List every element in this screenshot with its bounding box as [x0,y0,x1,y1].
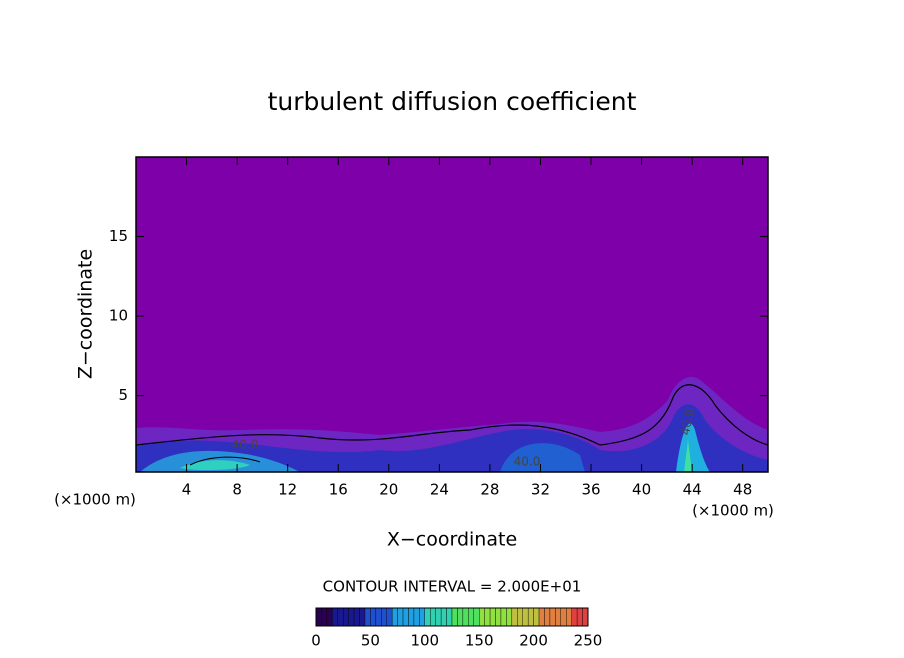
colorbar-cell [408,607,415,627]
colorbar-cell [495,607,502,627]
colorbar-cell [440,607,447,627]
x-tick-label: 4 [182,481,192,499]
colorbar-cell [386,607,393,627]
colorbar-title: CONTOUR INTERVAL = 2.000E+01 [323,578,582,596]
colorbar-cell [451,607,458,627]
colorbar-cell [348,607,355,627]
x-tick-label: 8 [232,481,242,499]
x-tick-label: 36 [581,481,600,499]
colorbar-cell [473,607,480,627]
colorbar-cell [522,607,529,627]
colorbar-cell [359,607,366,627]
x-tick-label: 32 [531,481,550,499]
contour-label: 40.0 [232,438,259,452]
colorbar-cell [424,607,431,627]
x-axis-title: X−coordinate [387,529,517,551]
colorbar-cell [321,607,328,627]
x-tick-label: 28 [480,481,499,499]
colorbar-cell [549,607,556,627]
colorbar-cell [375,607,382,627]
colorbar-cell [397,607,404,627]
colorbar-cell [527,607,534,627]
colorbar-cell [332,607,338,627]
colorbar-cell [343,607,349,627]
colorbar-cell [533,607,540,627]
x-tick-label: 20 [379,481,398,499]
x-tick-label: 44 [683,481,702,499]
contour-label: 40.0 [514,455,541,469]
x-tick-label: 12 [278,481,297,499]
colorbar-tick-label: 100 [410,632,439,650]
y-axis-title: Z−coordinate [75,249,97,379]
colorbar-cell [381,607,387,627]
colorbar-cell [430,607,436,627]
colorbar-cell [326,607,333,627]
field-shading [135,376,769,472]
colorbar-cell [479,607,485,627]
x-tick-label: 48 [733,481,752,499]
x-tick-label: 16 [329,481,348,499]
colorbar-tick-label: 150 [465,632,494,650]
y-tick-label: 15 [109,227,128,245]
colorbar-cell [457,607,464,627]
colorbar-cell [560,607,567,627]
colorbar-cell [364,607,371,627]
y-tick-label: 5 [118,386,128,404]
colorbar-cell [538,607,545,627]
colorbar-cell [353,607,360,627]
colorbar-cell [462,607,469,627]
chart-title: turbulent diffusion coefficient [268,87,637,116]
x-tick-label: 40 [632,481,651,499]
colorbar-cell [511,607,518,627]
plot-frame [135,156,769,473]
colorbar-tick-label: 0 [311,632,321,650]
colorbar-cell [370,607,377,627]
colorbar-cell [544,607,551,627]
colorbar-cell [500,607,507,627]
colorbar-cell [413,607,420,627]
colorbar-cell [391,607,398,627]
x-unit-label: (×1000 m) [54,491,136,509]
colorbar-cell [489,607,496,627]
colorbar-frame [315,607,589,627]
colorbar-tick-label: 200 [519,632,548,650]
colorbar-cell [555,607,561,627]
colorbar-cell [576,607,583,627]
colorbar-cell [315,607,322,627]
colorbar-cell [484,607,491,627]
colorbar-cell [435,607,442,627]
colorbar-cell [446,607,453,627]
colorbar-tick-label: 250 [574,632,603,650]
x-tick-label: 24 [430,481,449,499]
colorbar-tick-label: 50 [361,632,380,650]
colorbar-cell [582,607,589,627]
colorbar-cell [517,607,523,627]
x-unit-label: (×1000 m) [692,502,774,520]
colorbar-cell [402,607,409,627]
colorbar-cell [468,607,474,627]
colorbar-cell [337,607,344,627]
colorbar-cell [566,607,572,627]
colorbar-cell [571,607,578,627]
colorbar-cell [506,607,513,627]
contour-label: 40.0 [678,408,696,437]
y-tick-label: 10 [109,307,128,325]
colorbar-cell [419,607,425,627]
